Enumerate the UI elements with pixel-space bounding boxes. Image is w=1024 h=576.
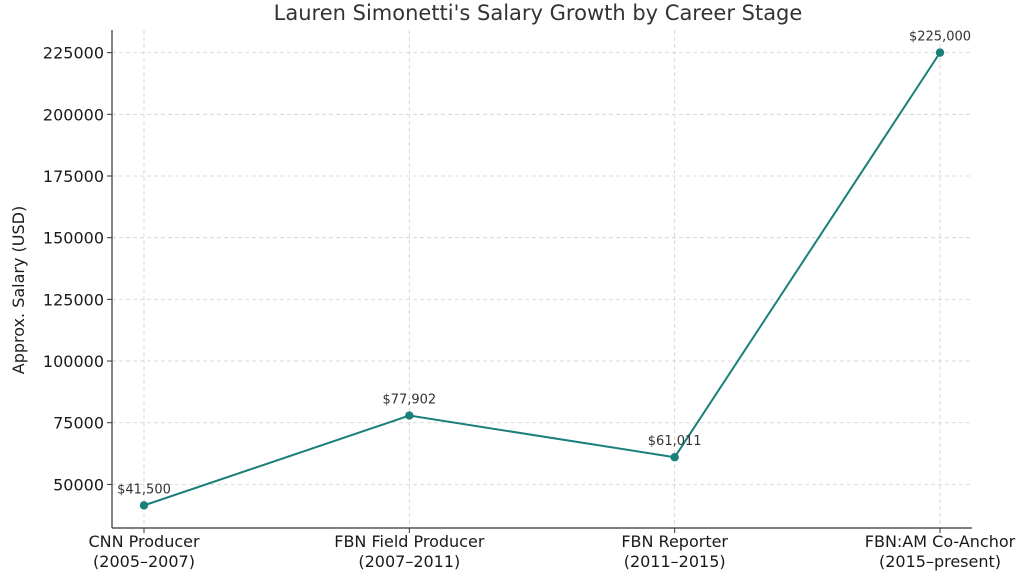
ticks-layer: 50000 75000 100000 125000 150000 175000 200000… — [43, 44, 1016, 571]
y-tick-label: 100000 — [43, 352, 104, 371]
y-tick-label: 225000 — [43, 44, 104, 63]
data-label: $61,011 — [648, 434, 702, 449]
data-point — [935, 48, 945, 57]
x-tick-label-line: FBN Reporter — [621, 532, 728, 551]
data-label: $77,902 — [382, 393, 436, 408]
x-tick-label-line: FBN:AM Co-Anchor — [865, 532, 1016, 551]
chart-title: Lauren Simonetti's Salary Growth by Care… — [274, 1, 803, 25]
x-tick-label: FBN:AM Co-Anchor (2015–present) — [865, 532, 1016, 571]
x-tick-label-line: (2011–2015) — [624, 552, 726, 571]
data-point — [405, 411, 414, 420]
data-label: $225,000 — [909, 30, 971, 45]
x-tick-label-line: (2007–2011) — [358, 552, 460, 571]
x-tick-label-line: (2005–2007) — [93, 552, 195, 571]
y-tick-label: 50000 — [53, 475, 104, 494]
x-tick-label: FBN Reporter (2011–2015) — [621, 532, 728, 571]
series-layer — [139, 48, 945, 510]
salary-line — [143, 52, 941, 507]
x-tick-label: CNN Producer (2005–2007) — [88, 532, 200, 571]
data-point — [670, 453, 679, 462]
x-tick-label-line: FBN Field Producer — [334, 532, 485, 551]
y-tick-label: 200000 — [43, 105, 104, 124]
y-tick-label: 125000 — [43, 290, 104, 309]
data-label: $41,500 — [117, 482, 171, 497]
labels-layer: $41,500 $77,902 $61,011 $225,000 — [117, 30, 971, 498]
y-tick-label: 175000 — [43, 167, 104, 186]
x-tick-label-line: CNN Producer — [88, 532, 200, 551]
y-tick-label: 75000 — [53, 414, 104, 433]
axes-layer — [111, 30, 972, 529]
x-tick-label: FBN Field Producer (2007–2011) — [334, 532, 485, 571]
x-tick-label-line: (2015–present) — [879, 552, 1001, 571]
data-point — [139, 501, 149, 510]
y-axis-label: Approx. Salary (USD) — [9, 206, 28, 374]
grid-layer — [112, 30, 972, 528]
y-tick-label: 150000 — [43, 229, 104, 248]
